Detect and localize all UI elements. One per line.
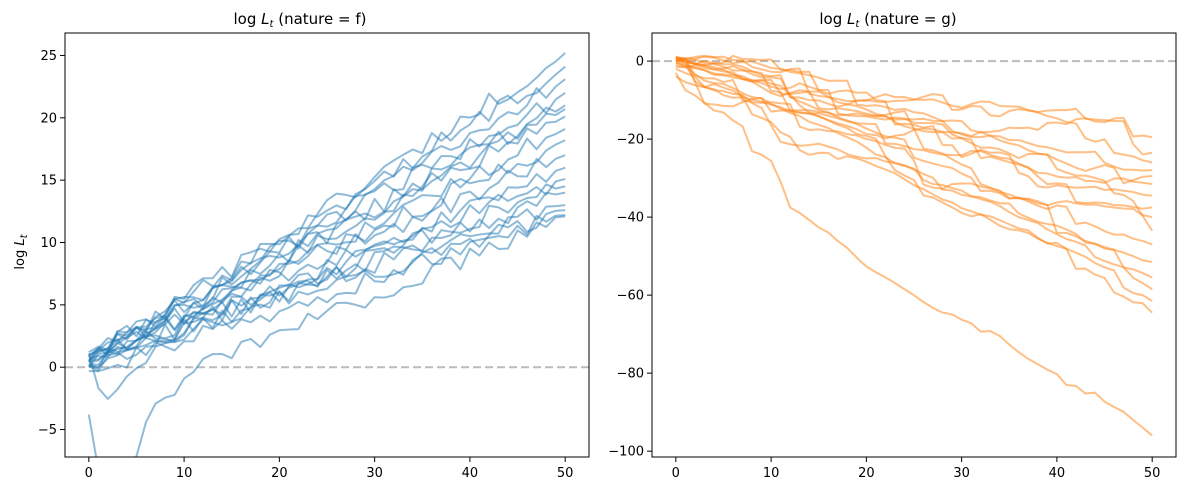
series-line-path-g-17: [674, 72, 1153, 437]
x-tick-label: 10: [763, 466, 780, 481]
series-line-path-f-12: [88, 177, 566, 360]
series-line-path-f-10: [88, 154, 566, 357]
x-tick-label: 10: [176, 466, 193, 481]
series-line-path-g-3: [675, 58, 1153, 164]
series-line-path-g-16: [675, 75, 1153, 314]
series-line-path-g-6: [675, 55, 1153, 185]
series-line-path-f-11: [88, 166, 566, 372]
series-line-path-g-9: [675, 57, 1153, 219]
x-tick-label: 30: [953, 466, 970, 481]
plot-area-f: 0 10 20 30 40 50 −5 0 5 10 15 20 25: [38, 32, 590, 481]
x-tick-label: 40: [462, 466, 479, 481]
y-tick-label: −100: [608, 445, 644, 460]
y-tick-label: −40: [617, 211, 644, 226]
axes-frame: [64, 32, 590, 458]
y-tick-label: 10: [40, 236, 57, 251]
x-tick-label: 20: [271, 466, 288, 481]
axes-frame: [651, 32, 1177, 458]
series-line-path-g-1: [675, 57, 1153, 139]
chart-title-f: log Lt (nature = f): [234, 10, 367, 30]
y-tick-label: 5: [49, 298, 57, 313]
chart-panel-f: log Lt (nature = f) log Lt 0 10 20 30 40 50−5…: [13, 10, 590, 481]
series-line-path-f-4: [88, 92, 566, 356]
x-tick-label: 50: [557, 466, 574, 481]
y-tick-label: −5: [38, 423, 57, 438]
plot-area-g: 0 10 20 30 40 50 −100 −80 −60 −40 −20 0: [608, 32, 1177, 481]
series-line-path-g-4: [675, 55, 1153, 172]
x-tick-label: 50: [1144, 466, 1161, 481]
series-line-path-g-15: [675, 58, 1153, 302]
series-line-path-f-17: [88, 214, 566, 373]
series-line-path-f-1: [88, 52, 566, 364]
series-line-path-f-6: [88, 108, 566, 366]
x-tick-label: 0: [672, 466, 680, 481]
series-line-path-f-18: [87, 215, 566, 457]
y-tick-label: 20: [40, 111, 57, 126]
series-line-path-g-14: [675, 65, 1153, 291]
x-tick-label: 30: [366, 466, 383, 481]
chart-panel-g: log Lt (nature = g) 0 10 20 30 40 50 −100 −80 −6…: [608, 10, 1177, 481]
series-line-path-f-15: [87, 204, 566, 400]
y-tick-label: −60: [617, 289, 644, 304]
y-tick-label: −20: [617, 133, 644, 148]
x-tick-label: 40: [1049, 466, 1066, 481]
y-tick-label: 25: [40, 49, 57, 64]
series-line-path-f-8: [88, 128, 566, 368]
y-tick-label: 15: [40, 174, 57, 189]
series-line-path-g-7: [675, 54, 1153, 197]
x-tick-label: 20: [858, 466, 875, 481]
y-tick-label: 0: [49, 361, 57, 376]
series-line-path-g-10: [675, 61, 1154, 232]
y-tick-label: 0: [636, 55, 644, 70]
series-line-path-g-11: [675, 56, 1153, 246]
x-tick-label: 0: [85, 466, 93, 481]
chart-title-g: log Lt (nature = g): [819, 10, 956, 30]
series-line-path-g-13: [675, 58, 1153, 279]
y-tick-label: −80: [617, 367, 644, 382]
y-axis-label-f: log Lt: [13, 233, 30, 269]
series-line-path-f-9: [88, 139, 566, 361]
